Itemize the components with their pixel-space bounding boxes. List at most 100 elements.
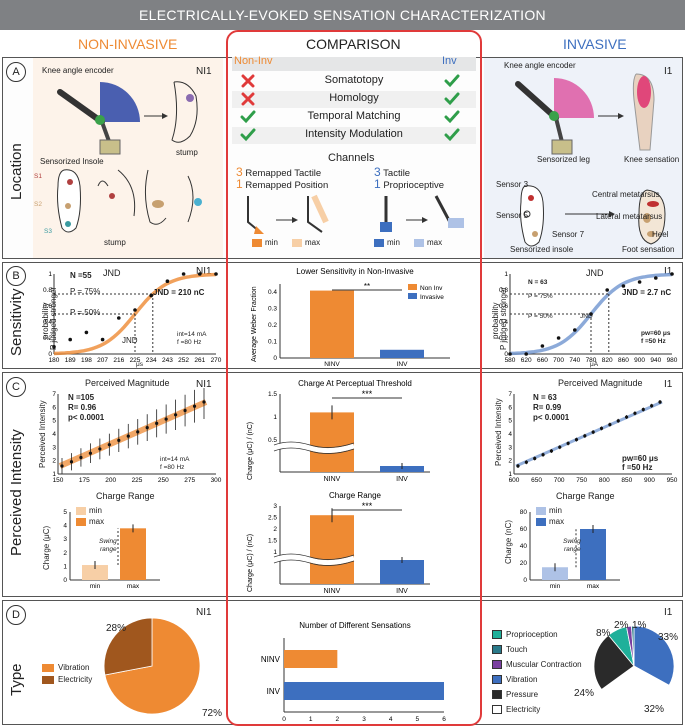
ni-pm-y-tick: 3 [52, 444, 56, 451]
check-icon [444, 110, 460, 124]
inv-pm-data-point [541, 453, 545, 457]
weber-y-tick: 0.1 [268, 339, 277, 346]
inv-pie-label-touch: 1% [632, 620, 647, 631]
comparison-feature-label: Homology [329, 92, 379, 104]
crange-bar [310, 515, 354, 584]
sens-x-tick: 5 [416, 716, 420, 723]
inv-range-legend-min-swatch [536, 507, 546, 515]
inv-pie-slice [593, 634, 635, 691]
ni-pm-data-point [107, 443, 111, 447]
check-icon [240, 110, 256, 124]
ni-jnd-data-point [149, 293, 153, 298]
ni-jnd-title: JND [103, 268, 121, 278]
inv-leg-label: Sensorized leg [537, 155, 590, 164]
inv-pm-data-point [516, 464, 520, 468]
ni-range-swing: Swing [99, 538, 117, 545]
ni-pm-p: p< 0.0001 [68, 413, 105, 422]
inv-range-bar [542, 567, 568, 580]
inv-pm-data-point [558, 445, 562, 449]
inv-range-chart: 0 20 40 60 80 min max [520, 509, 620, 590]
subject-ni1-c: NI1 [196, 379, 212, 390]
crange-y-tick: 1.5 [268, 538, 277, 545]
inv-pm-ylabel: Perceived Intensity [494, 398, 503, 466]
legend-max-inv: max [427, 238, 443, 247]
inv-channel-tactile-t: Tactile [383, 168, 411, 179]
ni-range-legend-min: min [89, 506, 102, 515]
inv-range-title: Charge Range [556, 491, 615, 501]
ni-pm-r: R= 0.96 [68, 403, 97, 412]
comparison-feature-label: Somatotopy [324, 74, 384, 86]
row-letter-b: B [6, 266, 26, 286]
ni-jnd-data-point [84, 330, 89, 335]
ni-range-legend-min-swatch [76, 507, 86, 515]
inv-jnd-x-tick: 900 [634, 357, 645, 364]
ni-jnd-data-point [165, 279, 170, 283]
inv-jnd-chart: 580 620 660 700 740 780 820 860 900 940 980 0 0.2 0.4… [499, 271, 678, 364]
sens-bar [284, 682, 444, 700]
inv-pm-data-point [633, 411, 637, 415]
ni-range-y-tick: 1 [63, 563, 67, 570]
row-panel-perceived [2, 372, 683, 597]
inv-pm-y-tick: 2 [508, 458, 512, 465]
num-sensations-chart: Number of Different Sensations 0 1 2 3 4 5 6 NIN… [261, 621, 446, 723]
ni-pm-y-tick: 5 [52, 418, 56, 425]
ni-stump2-label: stump [104, 238, 126, 247]
weber-bar [310, 290, 354, 358]
inv-jnd-data-point [670, 272, 674, 276]
thr-y-tick: 0.5 [268, 437, 277, 444]
ni-jnd-data-point [133, 308, 137, 312]
col-header-noninvasive: NON-INVASIVE [78, 36, 178, 52]
ni-jnd-data-point [68, 337, 72, 342]
inv-range-y-tick: 20 [520, 560, 528, 567]
ni-pie-label-vibration: 72% [202, 708, 223, 719]
inv-channel-proprio: 1 Proprioceptive [374, 177, 444, 191]
sens-x-tick: 2 [336, 716, 340, 723]
inv-jnd-x-tick: 740 [569, 357, 580, 364]
inv-jnd-data-point [556, 336, 561, 340]
inv-pm-x-tick: 850 [621, 477, 632, 484]
weber-legend-swatch-inv [408, 293, 417, 299]
ni-range-legend-max: max [89, 517, 105, 526]
ni-jnd-y-tick: 1 [48, 271, 52, 278]
threshold-charge-chart: Charge At Perceptual Threshold 0.5 1 1.5 ***… [247, 379, 430, 483]
inv-jnd-y-tick: 1 [504, 271, 508, 278]
ni-range-chart: 0 1 2 3 4 5 min max [63, 509, 160, 590]
ni-pm-data-point [69, 460, 74, 464]
inv-legend-label: Proprioception [506, 630, 558, 639]
ni-pm-data-point [126, 434, 130, 438]
crange-ylabel: Charge (μC) / (nC) [247, 534, 254, 592]
ni-knee-label: Knee angle encoder [42, 66, 114, 75]
ni-pie-slice [103, 617, 153, 676]
inv-pm-r: R= 0.99 [533, 403, 562, 412]
inv-legend-swatch [492, 675, 502, 684]
ni-jnd-params2: f =80 Hz [177, 339, 202, 346]
inv-range-ylabel: Charge (nC) [504, 519, 513, 564]
inv-range-range: range [564, 546, 581, 553]
ni-pm-data-point [183, 408, 187, 413]
inv-knee-illustration [515, 73, 655, 155]
comparison-feature-label: Temporal Matching [307, 110, 401, 122]
sens-y-label: NINV [261, 655, 281, 664]
ni-range-x-label: max [127, 583, 140, 590]
inv-pie-slice [631, 625, 635, 667]
subject-i1-a: I1 [664, 66, 673, 77]
inv-pm-y-tick: 5 [508, 418, 512, 425]
row-letter-d: D [6, 605, 26, 625]
inv-jnd-data-point [654, 276, 658, 280]
inv-range-y-tick: 80 [520, 509, 528, 516]
inv-pm-x-tick: 800 [599, 477, 610, 484]
weber-ylabel: Average Weber Fraction [251, 286, 258, 362]
ni-pm-ylabel: Perceived Intensity [38, 400, 47, 468]
legend-max-ni: max [305, 238, 321, 247]
ni-pm-title: Perceived Magnitude [85, 378, 170, 388]
weber-legend-inv: Invasive [420, 294, 444, 301]
ni-range-range: range [100, 546, 117, 553]
ni-jnd-x-tick: 261 [194, 357, 205, 364]
crange-y-tick: 1 [273, 549, 277, 556]
ni-legend-vibration-swatch [42, 664, 54, 672]
ni-jnd-data-point [198, 272, 202, 276]
thr-axis-break [273, 442, 355, 454]
ni-range-title: Charge Range [96, 491, 155, 501]
weber-fraction-chart: Lower Sensitivity in Non-Invasive 0 0.1 0.2… [251, 267, 450, 368]
inv-pm-data-point [608, 422, 612, 427]
